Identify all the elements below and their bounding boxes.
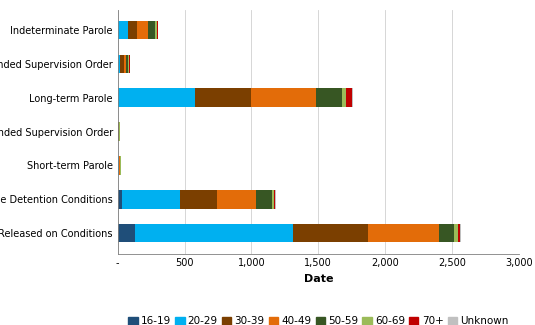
Bar [342, 88, 346, 107]
X-axis label: Date: Date [303, 274, 333, 284]
Bar [454, 224, 458, 242]
Bar [148, 21, 155, 39]
Bar [137, 21, 148, 39]
Bar [135, 224, 293, 242]
Bar [124, 55, 126, 73]
Bar [128, 55, 129, 73]
Bar [118, 224, 135, 242]
Bar [316, 88, 342, 107]
Bar [275, 190, 276, 209]
Bar [251, 88, 316, 107]
Bar [180, 190, 217, 209]
Bar [155, 21, 157, 39]
Bar [274, 190, 275, 209]
Bar [460, 224, 461, 242]
Bar [195, 88, 251, 107]
Bar [118, 88, 195, 107]
Bar [123, 190, 180, 209]
Bar [271, 190, 274, 209]
Bar [128, 21, 137, 39]
Bar [118, 156, 119, 175]
Bar [368, 224, 439, 242]
Bar [120, 55, 124, 73]
Bar [118, 55, 120, 73]
Bar [439, 224, 454, 242]
Bar [346, 88, 353, 107]
Bar [293, 224, 368, 242]
Bar [118, 21, 128, 39]
Bar [217, 190, 256, 209]
Bar [458, 224, 460, 242]
Bar [157, 21, 158, 39]
Bar [118, 190, 123, 209]
Legend: 16-19, 20-29, 30-39, 40-49, 50-59, 60-69, 70+, Unknown: 16-19, 20-29, 30-39, 40-49, 50-59, 60-69… [124, 312, 513, 325]
Bar [126, 55, 128, 73]
Bar [129, 55, 130, 73]
Bar [256, 190, 271, 209]
